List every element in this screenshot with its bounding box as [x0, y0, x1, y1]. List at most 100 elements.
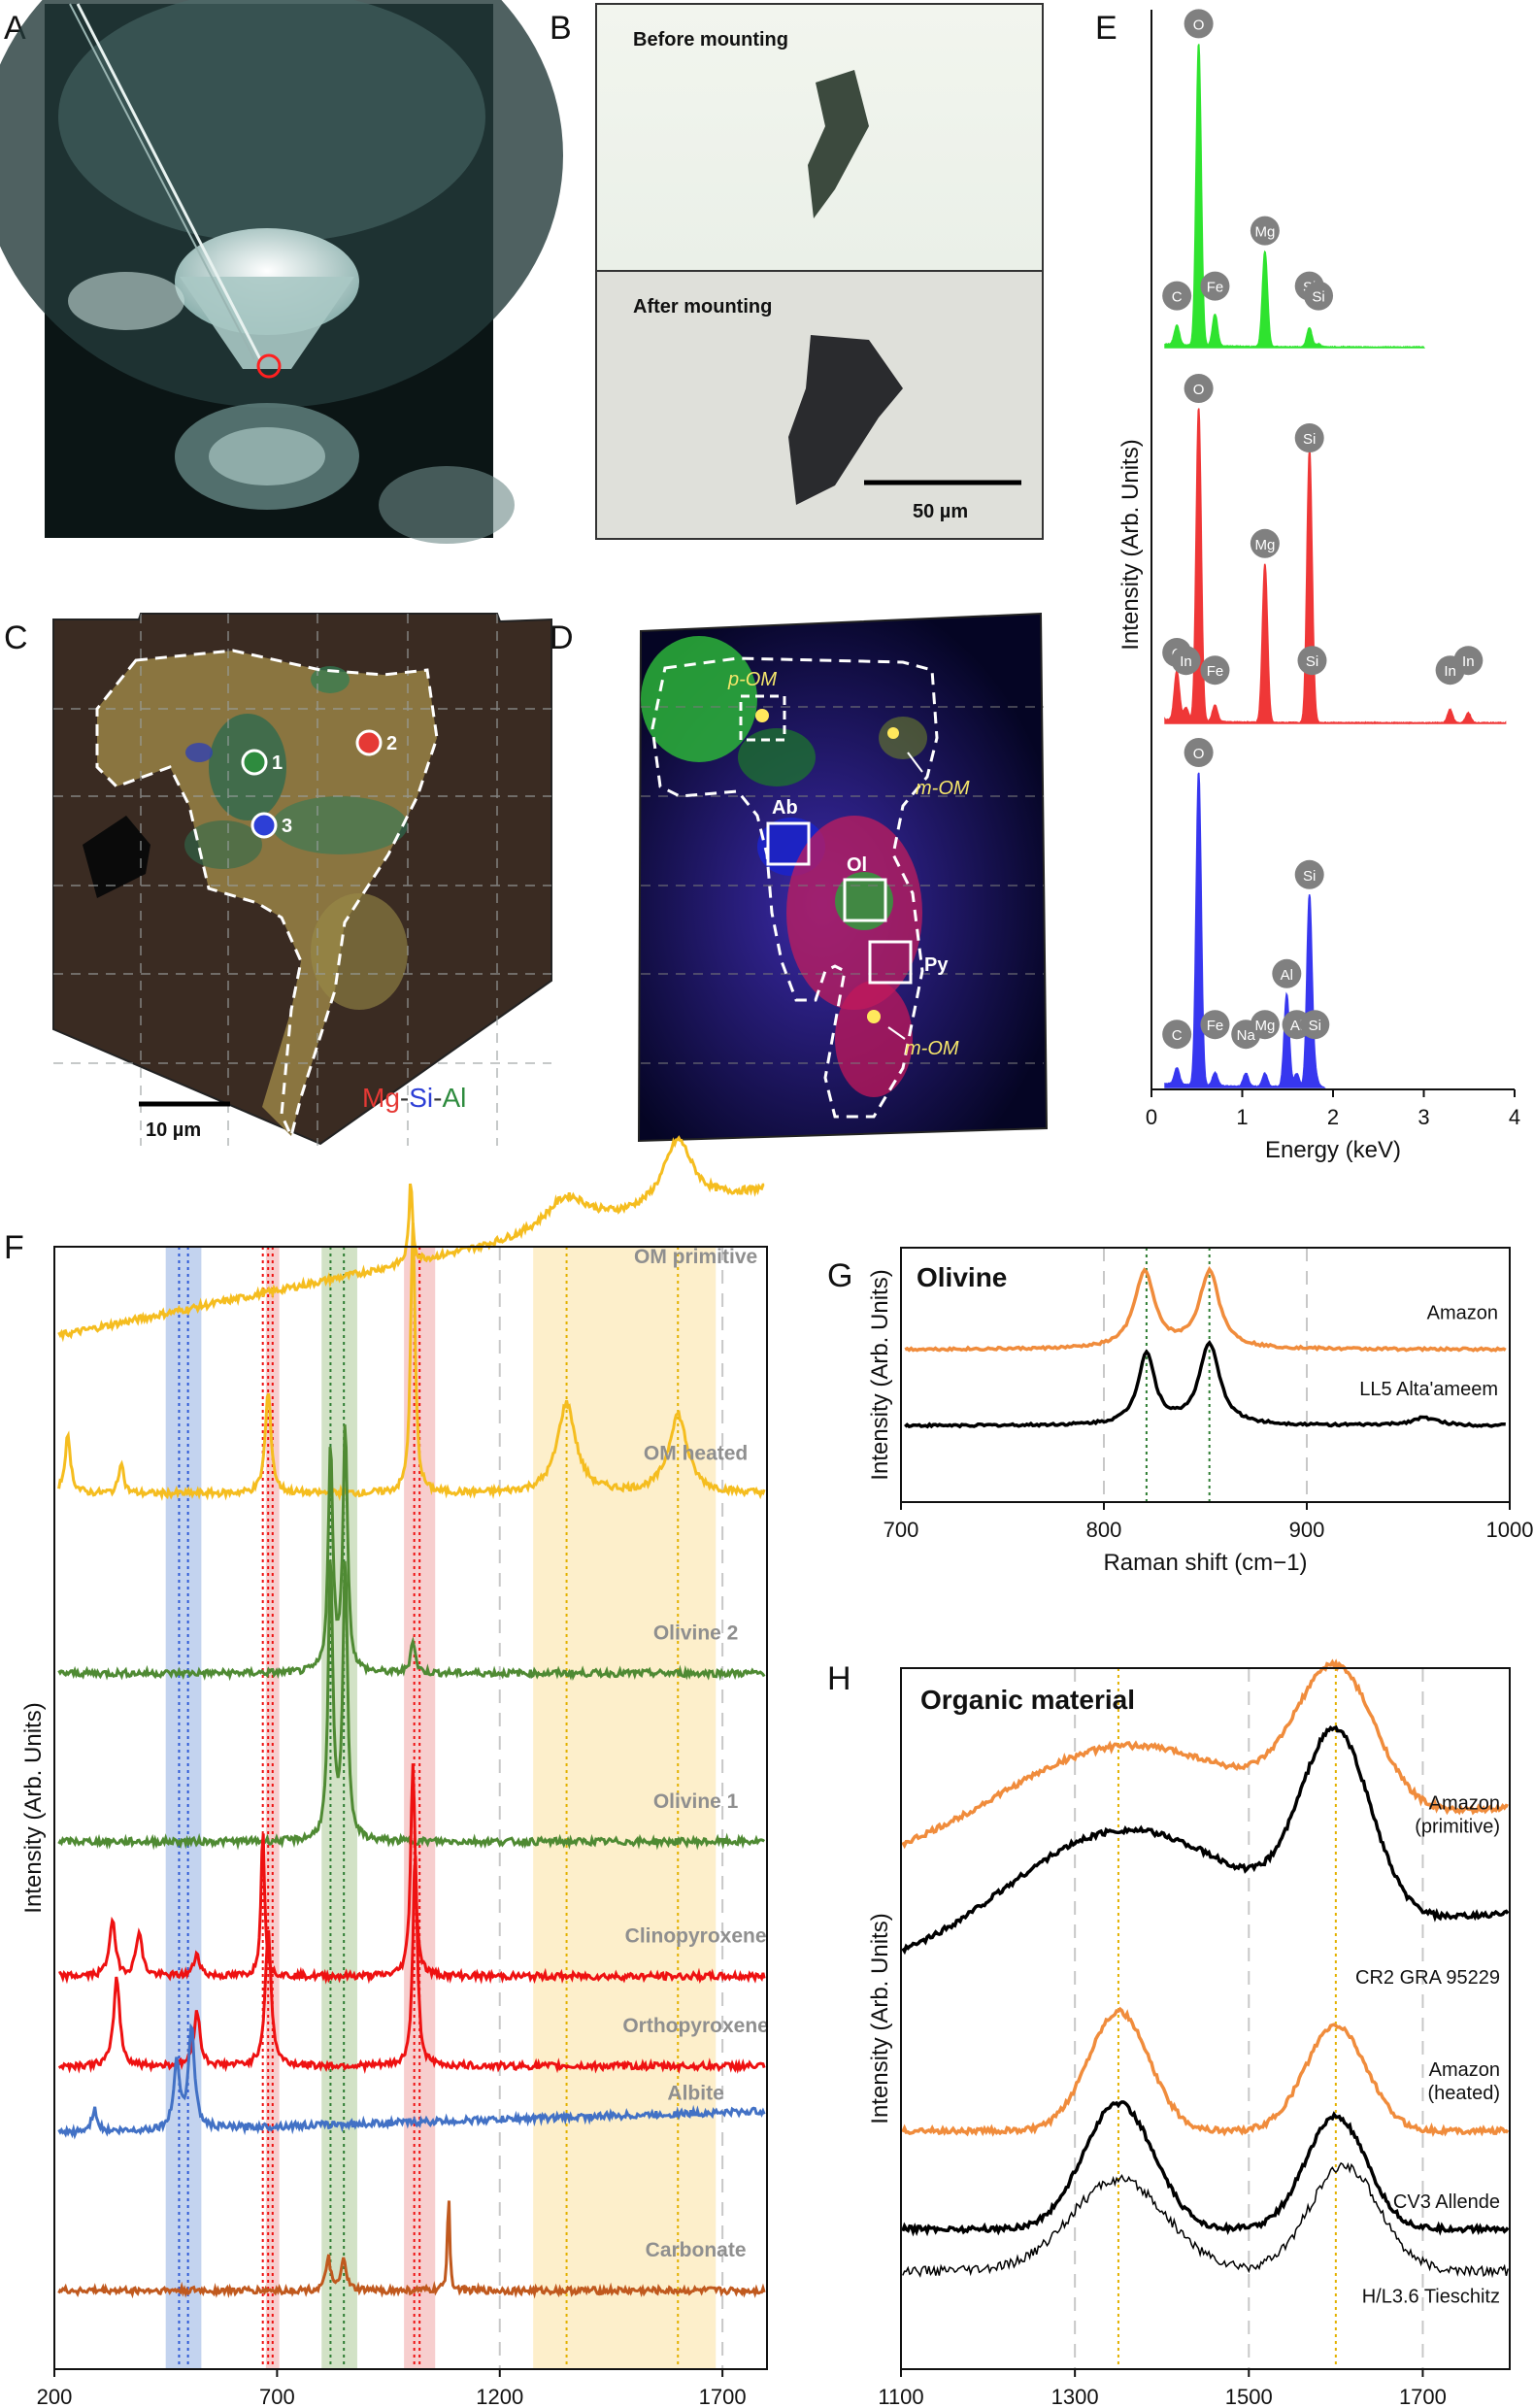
series-label-line1: Amazon	[1429, 1793, 1500, 1815]
peak-label-bg	[1200, 655, 1230, 686]
x-axis-label: Energy (keV)	[1265, 1137, 1401, 1163]
peak-label-bg	[1272, 958, 1302, 988]
organic-spectrum-3	[901, 2100, 1510, 2237]
peak-label-bg	[1184, 9, 1214, 39]
point-2-marker	[355, 729, 383, 756]
eds-spectrum-0	[1164, 44, 1425, 350]
panel-e-label: E	[1095, 10, 1117, 47]
x-tick-label: 1500	[1225, 2385, 1273, 2408]
raman-spectra-chart: OM primitive OM heated Olivine 2 Olivine 1 C…	[20, 1135, 769, 2408]
peak-label-bg	[1294, 423, 1324, 452]
series-label: Carbonate	[646, 2239, 747, 2261]
peak-label: O	[1193, 17, 1205, 33]
panel-c-label: C	[4, 619, 28, 656]
spectrum-4	[58, 1763, 766, 1985]
organic-spectrum-0	[901, 1658, 1509, 1850]
ab-box	[766, 821, 811, 866]
peak-label: Si	[1312, 289, 1324, 306]
panel-d: D p-OM m-OM m-OM Ab Ol Py	[550, 612, 1049, 1143]
peak-label: Si	[1303, 431, 1316, 448]
x-tick-label: 1200	[476, 2385, 523, 2408]
x-tick-label: 700	[884, 1518, 919, 1542]
band-highlight	[265, 1247, 280, 2369]
olivine-spectrum-0	[904, 1266, 1507, 1353]
eds-spectrum-1	[1164, 408, 1507, 725]
series-label: CR2 GRA 95229	[1355, 1967, 1500, 1989]
particle-outline-d	[650, 656, 939, 1119]
peak-label: Mg	[1254, 224, 1275, 241]
organic-spectrum-2	[901, 2006, 1510, 2138]
peak-label: C	[1172, 289, 1183, 306]
peak-label-bg	[1294, 859, 1324, 889]
peak-label-bg	[1184, 374, 1214, 403]
x-tick-label: 800	[1086, 1518, 1122, 1542]
eds-spectrum-2	[1164, 772, 1326, 1088]
after-mounting-label: After mounting	[633, 296, 772, 318]
x-tick-label: 1000	[1486, 1518, 1534, 1542]
spectrum-7	[57, 2200, 766, 2299]
x-tick-label: 1100	[878, 2385, 923, 2408]
panel-f: F OM primitive OM heated Olivine 2 Olivine …	[4, 1135, 769, 2408]
p-om-label: p-OM	[727, 669, 777, 690]
peak-label: Al	[1290, 1018, 1303, 1034]
plot-frame	[900, 1667, 1511, 2370]
plot-frame	[900, 1247, 1511, 1503]
chart-title: Organic material	[920, 1685, 1135, 1715]
point-3-marker	[250, 812, 278, 839]
peak-label: Na	[1237, 1027, 1256, 1044]
x-tick-label: 900	[1289, 1518, 1325, 1542]
peak-label-bg	[1453, 646, 1484, 676]
chart-title: Olivine	[917, 1262, 1007, 1292]
peak-label: C	[1172, 1027, 1183, 1044]
peak-label-bg	[1162, 281, 1192, 311]
py-box	[868, 940, 913, 985]
point-1-marker	[241, 749, 268, 776]
series-label: Olivine 2	[653, 1622, 739, 1644]
olivine-raman-chart: Amazon LL5 Alta'ameem Olivine 700 800 900 1000…	[867, 1247, 1534, 1576]
legend-al: Al	[442, 1083, 466, 1113]
x-tick-label: 0	[1146, 1105, 1157, 1129]
p-om-box	[739, 694, 786, 742]
y-axis-label: Intensity (Arb. Units)	[867, 1913, 893, 2124]
before-mounting-label: Before mounting	[633, 29, 788, 50]
panel-b-label: B	[550, 10, 572, 47]
panel-g-label: G	[827, 1257, 852, 1294]
particle-outline-c	[95, 649, 439, 1141]
peak-label: Si	[1309, 1018, 1321, 1034]
peak-label: Fe	[1207, 663, 1224, 680]
series-label: Albite	[667, 2082, 723, 2104]
x-tick-label: 200	[37, 2385, 73, 2408]
plot-frame	[53, 1246, 768, 2370]
mg-si-al-legend: Mg-Si-Al	[362, 1083, 466, 1113]
peak-label-bg	[1171, 646, 1201, 676]
peak-label: In	[1462, 653, 1475, 670]
x-tick-label: 1300	[1051, 2385, 1099, 2408]
plot-frame	[1151, 0, 1515, 1089]
x-tick-label: 4	[1509, 1105, 1520, 1129]
y-axis-label: Intensity (Arb. Units)	[20, 1702, 47, 1913]
spectrum-2	[57, 1424, 766, 1682]
series-label: Orthopyroxene	[622, 2015, 769, 2037]
panel-c: C 1 2 3 10 µm Mg-Si-Al	[4, 613, 552, 1146]
y-axis-label: Intensity (Arb. Units)	[867, 1269, 893, 1480]
series-label: Olivine 1	[653, 1790, 739, 1813]
series-label: OM heated	[644, 1442, 748, 1464]
x-tick-label: 1700	[1399, 2385, 1447, 2408]
peak-label-bg	[1200, 1010, 1230, 1040]
peak-label: Fe	[1207, 280, 1224, 296]
series-label: LL5 Alta'ameem	[1359, 1379, 1498, 1400]
panel-g: G Amazon LL5 Alta'ameem Olivine 700 800 900 10…	[827, 1247, 1534, 1576]
peak-label-bg	[1250, 528, 1280, 558]
micromanipulator-needle	[76, 3, 262, 360]
point-3-label: 3	[282, 816, 292, 837]
ab-label: Ab	[772, 797, 798, 819]
point-2-label: 2	[386, 733, 397, 754]
peak-label-bg	[1300, 1010, 1330, 1040]
series-label: H/L3.6 Tieschitz	[1362, 2286, 1500, 2307]
organic-raman-chart: Amazon(primitive)CR2 GRA 95229Amazon(hea…	[867, 1658, 1511, 2408]
peak-label-bg	[1297, 646, 1327, 676]
band-highlight	[165, 1247, 202, 2369]
ol-label: Ol	[847, 854, 867, 876]
panel-e: E 0 1 2 3 4 Energy (keV) Intensity (Arb. Units…	[1095, 0, 1520, 1163]
panel-d-label: D	[550, 619, 574, 656]
